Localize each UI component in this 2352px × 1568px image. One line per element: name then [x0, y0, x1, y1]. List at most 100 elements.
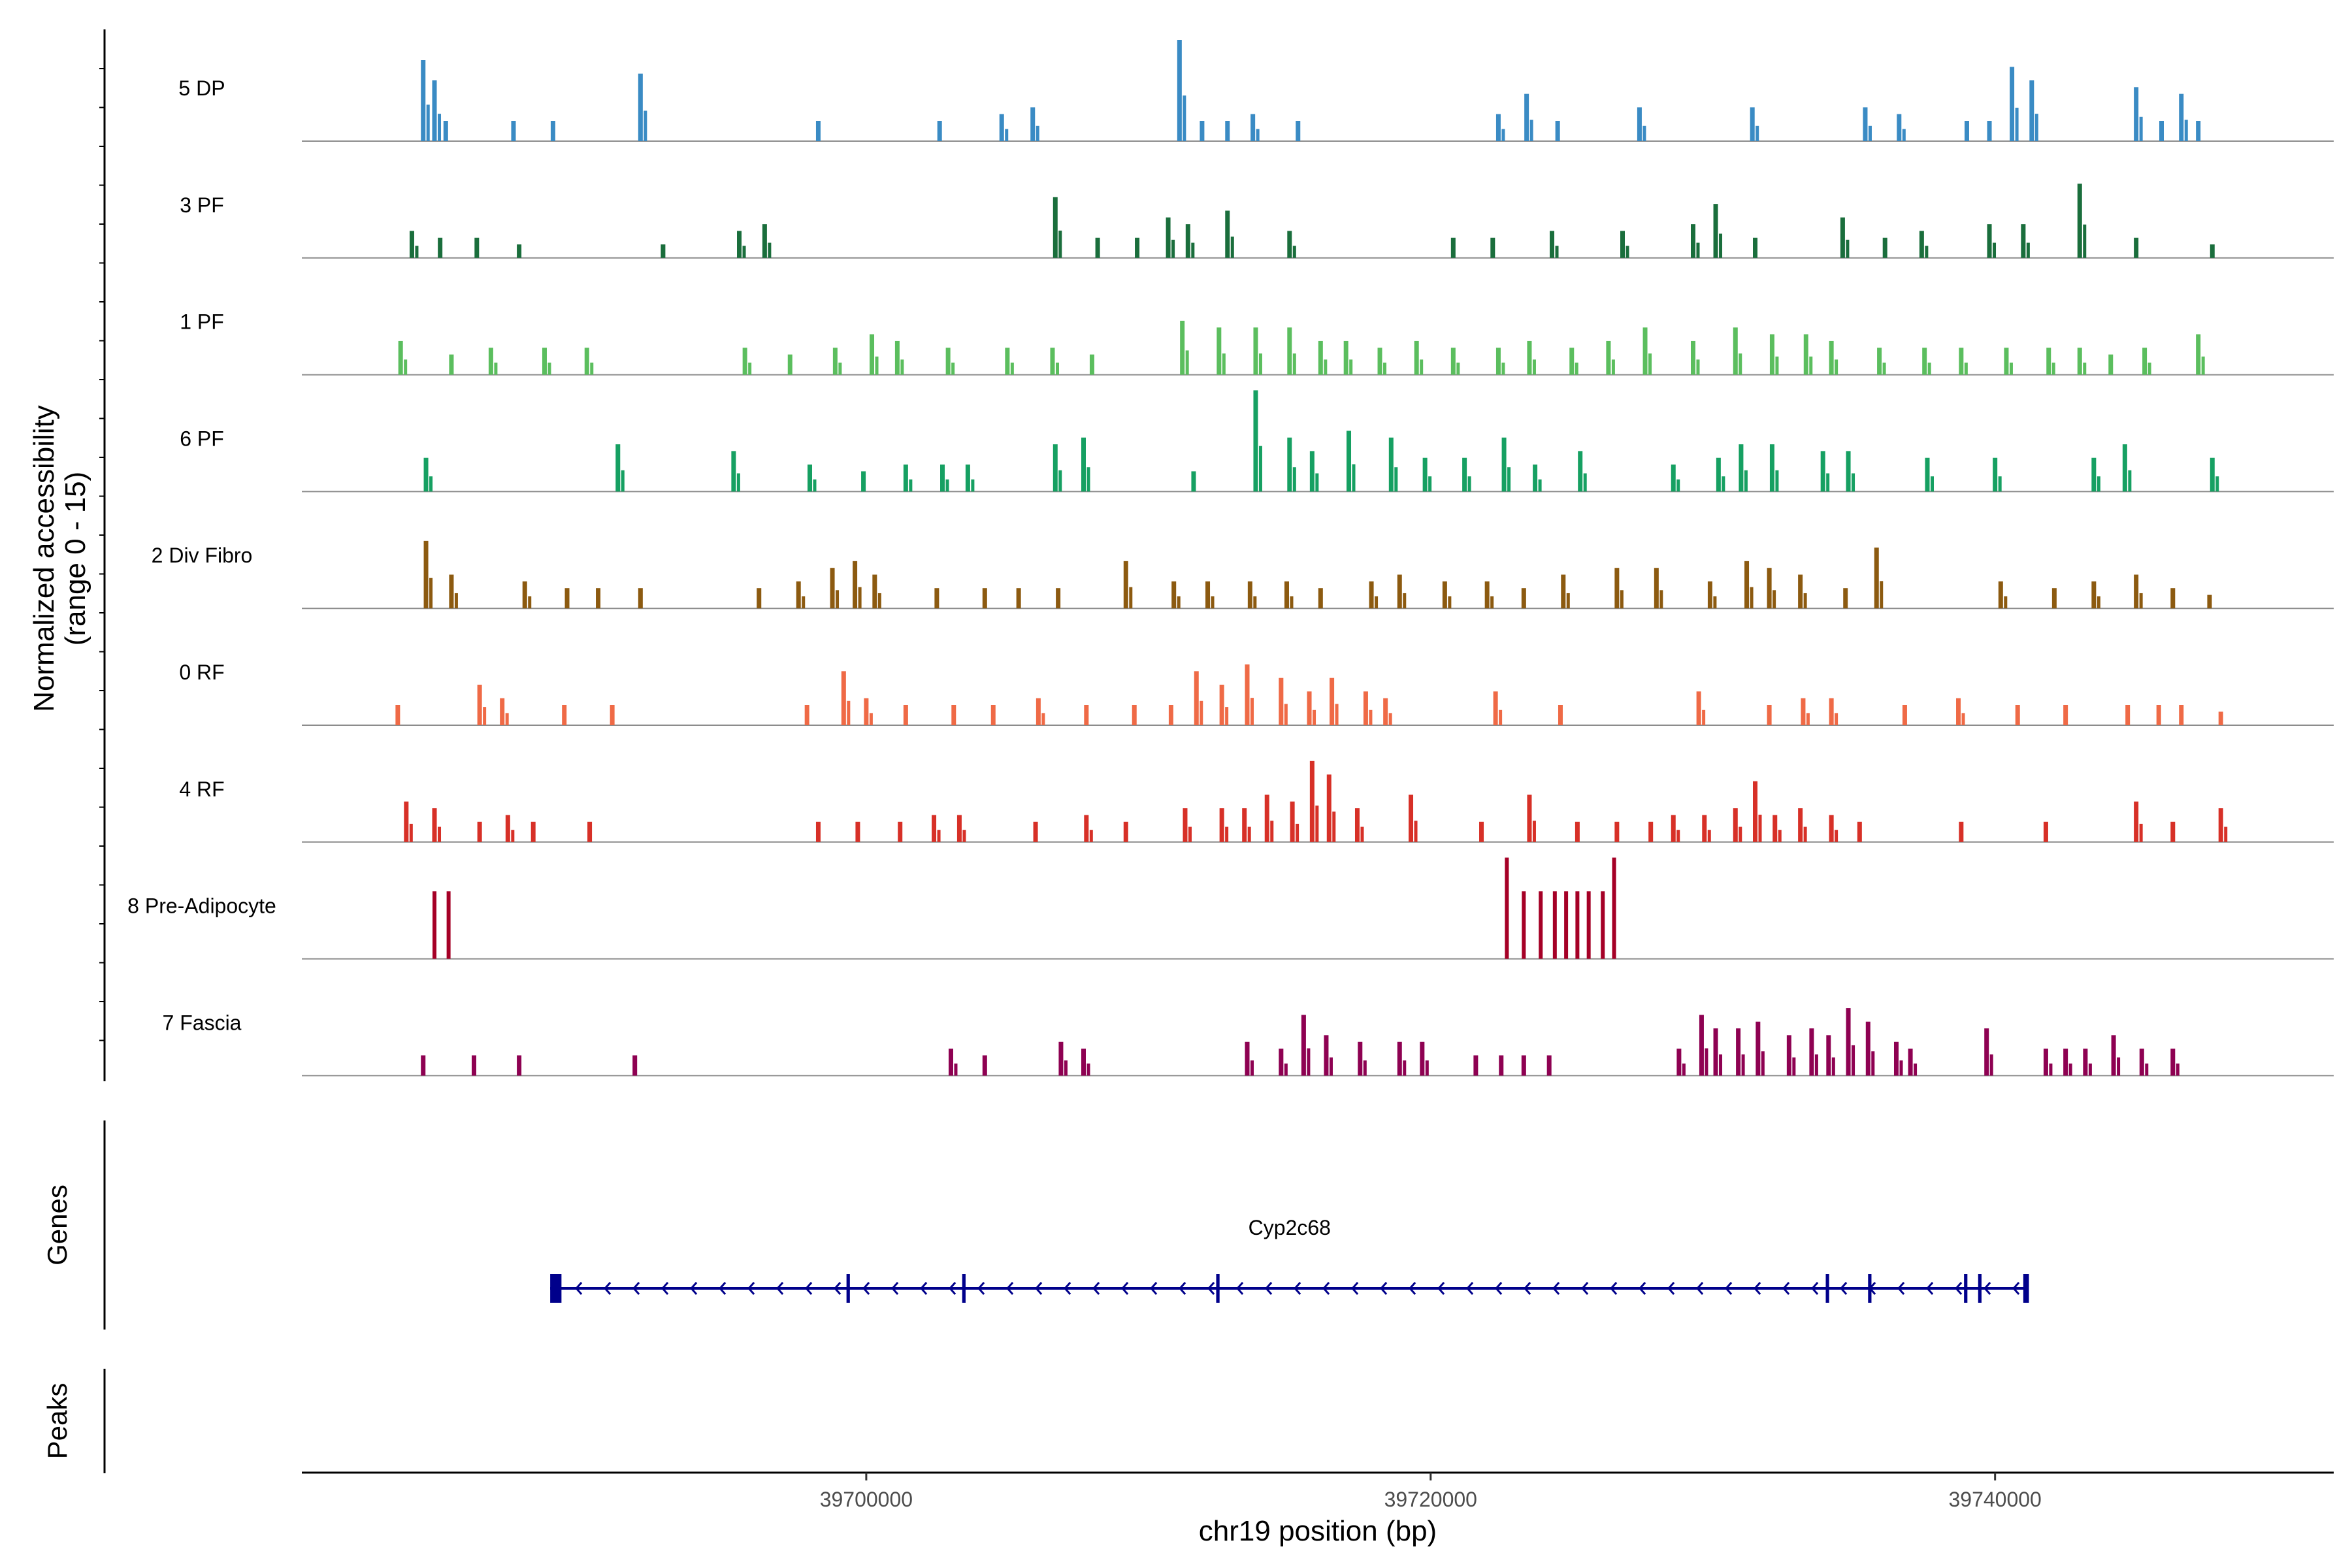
gene-model-cyp2c68: Cyp2c68 — [550, 1216, 2029, 1303]
peaks-panel-title: Peaks — [42, 1383, 73, 1460]
peak-bar — [1552, 891, 1557, 959]
peak-bar — [1287, 327, 1292, 375]
strand-chevron — [690, 1282, 698, 1295]
peak-shoulder — [877, 593, 881, 609]
peak-shoulder — [483, 707, 487, 725]
peak-bar — [2210, 457, 2215, 492]
peak-shoulder — [1925, 246, 1929, 258]
peak-bar — [1264, 794, 1269, 842]
peak-bar — [1820, 451, 1825, 492]
peak-shoulder — [2117, 1057, 2121, 1076]
peak-bar — [1056, 588, 1061, 609]
peak-bar — [1620, 231, 1625, 258]
peak-shoulder — [1835, 830, 1838, 842]
strand-chevron — [1782, 1282, 1790, 1295]
peak-bar — [596, 588, 601, 609]
track-3-pf: 3 PF — [180, 184, 2334, 259]
peak-shoulder — [438, 826, 442, 842]
peak-bar — [1606, 340, 1611, 375]
peak-bar — [1354, 808, 1360, 842]
peak-bar — [1479, 821, 1484, 842]
peak-shoulder — [1129, 587, 1133, 609]
strand-chevron — [805, 1282, 813, 1295]
peak-bar — [1767, 568, 1772, 609]
peak-bar — [1956, 698, 1961, 725]
peak-shoulder — [429, 476, 433, 492]
peak-shoulder — [1055, 363, 1059, 375]
peak-shoulder — [429, 578, 433, 609]
peak-shoulder — [438, 114, 442, 141]
peak-bar — [1522, 891, 1526, 959]
peak-shoulder — [1538, 479, 1542, 492]
peak-shoulder — [1750, 587, 1754, 609]
peak-shoulder — [2224, 826, 2228, 842]
peak-shoulder — [1270, 821, 1274, 842]
peak-shoulder — [1814, 1054, 1818, 1076]
peak-bar — [1307, 691, 1312, 725]
peak-bar — [1450, 237, 1456, 258]
peak-bar — [864, 698, 869, 725]
peak-shoulder — [2176, 1063, 2180, 1076]
peak-bar — [2021, 224, 2026, 258]
peak-shoulder — [971, 479, 975, 492]
peak-bar — [1132, 705, 1137, 725]
peak-shoulder — [1831, 1057, 1835, 1076]
peak-bar — [1874, 547, 1879, 609]
peak-shoulder — [1989, 1054, 1993, 1076]
peak-shoulder — [2201, 356, 2205, 375]
peak-shoulder — [528, 596, 532, 609]
peak-bar — [1801, 698, 1806, 725]
peak-shoulder — [1620, 590, 1624, 609]
peak-shoulder — [1230, 237, 1234, 258]
peak-bar — [1318, 588, 1323, 609]
strand-chevron — [661, 1282, 669, 1295]
peak-shoulder — [1188, 826, 1192, 842]
peak-bar — [870, 334, 875, 375]
peak-bar — [1750, 107, 1755, 141]
peak-shoulder — [2184, 120, 2188, 141]
peak-bar — [1309, 760, 1315, 842]
peak-bar — [488, 348, 493, 375]
peak-bar — [1987, 224, 1992, 258]
peak-shoulder — [1707, 830, 1711, 842]
peak-bar — [1383, 698, 1388, 725]
peak-bar — [787, 354, 792, 375]
peak-bar — [1225, 210, 1230, 258]
strand-chevron — [747, 1282, 755, 1295]
peak-shoulder — [1775, 470, 1779, 492]
peak-shoulder — [1696, 242, 1700, 258]
peak-bar — [1084, 705, 1089, 725]
peak-shoulder — [1375, 596, 1379, 609]
peak-shoulder — [1998, 476, 2002, 492]
strand-chevron — [1926, 1282, 1934, 1295]
peak-shoulder — [1315, 473, 1319, 492]
peak-bar — [1414, 340, 1419, 375]
peak-bar — [982, 588, 987, 609]
peak-bar — [1330, 678, 1335, 725]
peak-bar — [1050, 348, 1055, 375]
peak-shoulder — [1648, 353, 1652, 375]
peak-bar — [1473, 1055, 1478, 1076]
peak-shoulder — [1775, 356, 1779, 375]
track-7-fascia: 7 Fascia — [163, 1008, 2334, 1077]
peak-shoulder — [1349, 359, 1353, 375]
peak-bar — [1756, 1021, 1761, 1076]
peak-shoulder — [1611, 359, 1615, 375]
peak-bar — [2218, 808, 2223, 842]
peak-shoulder — [1761, 1051, 1765, 1076]
peak-bar — [1546, 1055, 1552, 1076]
peak-bar — [395, 705, 400, 725]
peak-shoulder — [1456, 363, 1460, 375]
peak-bar — [2015, 705, 2020, 725]
peak-bar — [517, 1055, 522, 1076]
x-tick-label: 39700000 — [820, 1488, 913, 1511]
peak-bar — [2091, 581, 2097, 609]
track-label: 3 PF — [180, 193, 224, 217]
peak-bar — [945, 348, 951, 375]
peak-bar — [990, 705, 996, 725]
peak-bar — [1533, 465, 1538, 492]
peak-bar — [1493, 691, 1498, 725]
peak-bar — [1501, 437, 1507, 492]
peak-shoulder — [1467, 476, 1471, 492]
gene-name-label: Cyp2c68 — [1249, 1216, 1331, 1239]
